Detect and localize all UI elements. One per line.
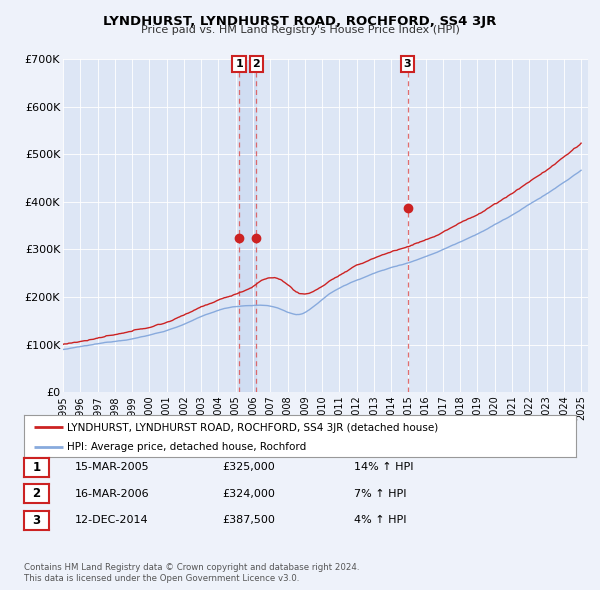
Text: £387,500: £387,500: [222, 516, 275, 525]
Text: 4% ↑ HPI: 4% ↑ HPI: [354, 516, 407, 525]
Text: Contains HM Land Registry data © Crown copyright and database right 2024.: Contains HM Land Registry data © Crown c…: [24, 563, 359, 572]
Bar: [239, 59, 256, 392]
Text: 7% ↑ HPI: 7% ↑ HPI: [354, 489, 407, 499]
Text: 12-DEC-2014: 12-DEC-2014: [75, 516, 149, 525]
Text: 3: 3: [32, 514, 41, 527]
Text: LYNDHURST, LYNDHURST ROAD, ROCHFORD, SS4 3JR: LYNDHURST, LYNDHURST ROAD, ROCHFORD, SS4…: [103, 15, 497, 28]
Text: 1: 1: [32, 461, 41, 474]
Text: 14% ↑ HPI: 14% ↑ HPI: [354, 463, 413, 472]
Text: Price paid vs. HM Land Registry's House Price Index (HPI): Price paid vs. HM Land Registry's House …: [140, 25, 460, 35]
Text: HPI: Average price, detached house, Rochford: HPI: Average price, detached house, Roch…: [67, 442, 307, 453]
Text: 16-MAR-2006: 16-MAR-2006: [75, 489, 149, 499]
Text: LYNDHURST, LYNDHURST ROAD, ROCHFORD, SS4 3JR (detached house): LYNDHURST, LYNDHURST ROAD, ROCHFORD, SS4…: [67, 422, 439, 432]
Text: 1: 1: [235, 59, 243, 69]
Text: This data is licensed under the Open Government Licence v3.0.: This data is licensed under the Open Gov…: [24, 574, 299, 583]
Text: 2: 2: [253, 59, 260, 69]
Text: £324,000: £324,000: [222, 489, 275, 499]
Text: £325,000: £325,000: [222, 463, 275, 472]
Text: 2: 2: [32, 487, 41, 500]
Text: 15-MAR-2005: 15-MAR-2005: [75, 463, 149, 472]
Text: 3: 3: [404, 59, 412, 69]
